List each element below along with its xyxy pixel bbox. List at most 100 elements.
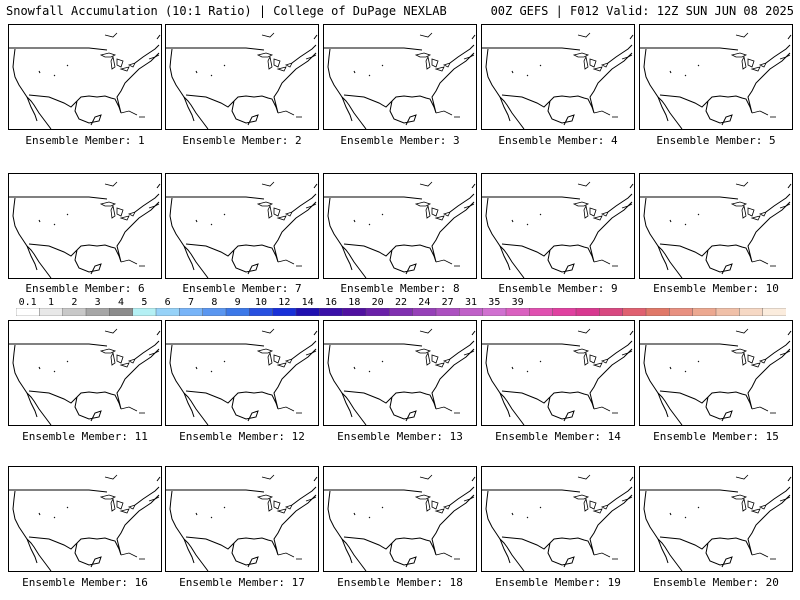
coastline — [148, 203, 160, 209]
ensemble-map-panel — [165, 466, 319, 572]
colorbar-segment — [132, 308, 157, 316]
colorbar-tick-label: 9 — [234, 297, 241, 308]
coastline — [183, 392, 195, 418]
north-america-map — [9, 474, 161, 571]
colorbar-segment — [435, 308, 460, 316]
coastline — [368, 516, 371, 519]
coastline — [434, 362, 445, 368]
coastline — [26, 392, 38, 418]
coastline — [343, 94, 393, 108]
coastline — [267, 55, 273, 70]
coastline — [391, 348, 475, 410]
coastline — [434, 66, 445, 72]
ensemble-member-label: Ensemble Member: 10 — [653, 282, 779, 295]
coastline — [526, 74, 529, 77]
coastline — [697, 213, 700, 216]
coastline — [276, 508, 287, 514]
coastline — [583, 497, 589, 512]
coastline — [381, 213, 384, 216]
coastline — [391, 201, 475, 263]
coastline — [256, 52, 274, 58]
coastline — [684, 516, 687, 519]
coastline — [449, 193, 475, 213]
ensemble-member-label: Ensemble Member: 5 — [656, 134, 776, 147]
coastline — [38, 512, 41, 516]
north-america-map — [640, 474, 792, 571]
coastline — [747, 207, 755, 217]
coastline — [471, 330, 476, 336]
coastline — [643, 490, 683, 571]
colorbar-segment — [599, 308, 624, 316]
colorbar-segment — [575, 308, 600, 316]
coastline — [127, 211, 136, 217]
colorbar-segment — [319, 308, 344, 316]
coastline — [99, 52, 117, 58]
coastline — [156, 476, 161, 482]
coastline — [76, 348, 160, 410]
coastline — [99, 494, 117, 500]
coastline — [741, 351, 747, 366]
ensemble-member-label: Ensemble Member: 16 — [22, 576, 148, 589]
coastline — [391, 494, 475, 556]
colorbar-segment — [225, 308, 250, 316]
coastline — [577, 32, 591, 38]
coastline — [276, 362, 287, 368]
coastline — [341, 392, 353, 418]
coastline — [607, 486, 633, 506]
colorbar-tick-label: 27 — [441, 297, 454, 308]
coastline — [735, 181, 749, 187]
coastline — [621, 203, 633, 209]
coastline — [414, 52, 432, 58]
coastline — [751, 110, 769, 116]
coastline — [26, 96, 38, 122]
coastline — [741, 55, 747, 70]
coastline — [231, 396, 259, 422]
coastline — [705, 100, 733, 126]
coastline — [697, 506, 700, 509]
coastline — [750, 508, 761, 514]
coastline — [195, 366, 198, 370]
colorbar-tick-label: 22 — [394, 297, 408, 308]
coastline — [471, 476, 476, 482]
coastline — [231, 542, 259, 568]
coastline — [499, 245, 511, 271]
coastline — [185, 390, 235, 404]
coastline — [684, 74, 687, 77]
coastline — [324, 343, 423, 347]
coastline — [640, 196, 739, 200]
coastline — [607, 340, 633, 360]
colorbar-tick-label: 18 — [348, 297, 361, 308]
coastline — [765, 486, 791, 506]
ensemble-member-label: Ensemble Member: 6 — [25, 282, 145, 295]
north-america-map — [166, 328, 318, 425]
coastline — [707, 348, 791, 410]
coastline — [463, 203, 475, 209]
coastline — [572, 494, 590, 500]
coastline — [381, 506, 384, 509]
ensemble-member-label: Ensemble Member: 17 — [179, 576, 305, 589]
coastline — [419, 328, 433, 334]
colorbar-tick-label: 35 — [488, 297, 501, 308]
ensemble-member-label: Ensemble Member: 12 — [179, 430, 305, 443]
coastline — [589, 354, 597, 364]
coastline — [261, 474, 275, 480]
coastline — [9, 489, 108, 493]
north-america-map — [482, 328, 634, 425]
coastline — [629, 183, 634, 189]
coastline — [12, 197, 52, 278]
coastline — [449, 340, 475, 360]
colorbar-segment — [715, 308, 740, 316]
colorbar-tick-label: 10 — [254, 297, 268, 308]
coastline — [120, 259, 138, 265]
coastline — [195, 219, 198, 223]
coastline — [116, 500, 124, 510]
coastline — [134, 486, 160, 506]
coastline — [669, 70, 672, 74]
coastline — [501, 536, 551, 550]
coastline — [341, 96, 353, 122]
ensemble-map-panel — [639, 466, 793, 572]
coastline — [276, 215, 287, 221]
ensemble-map-panel — [165, 173, 319, 279]
coastline — [414, 348, 432, 354]
colorbar-segment — [622, 308, 647, 316]
